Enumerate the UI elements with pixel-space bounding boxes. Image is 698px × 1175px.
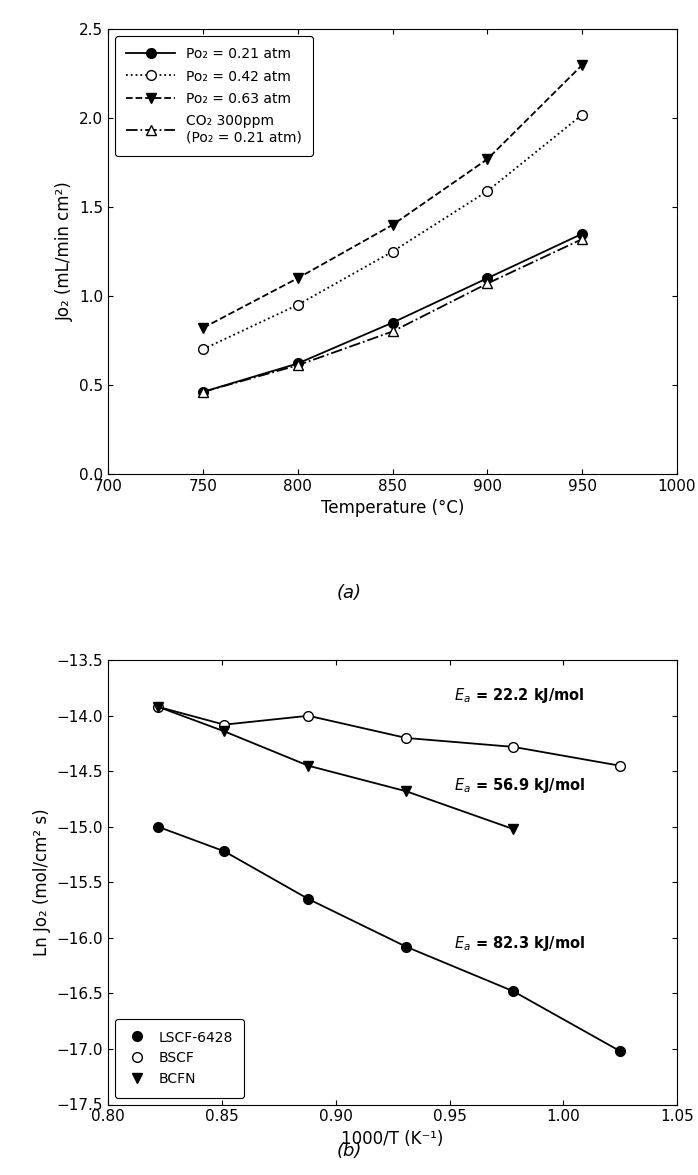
Text: $\mathbf{\mathit{E}}$$_a$ = 22.2 kJ/mol: $\mathbf{\mathit{E}}$$_a$ = 22.2 kJ/mol xyxy=(454,686,585,705)
Legend: LSCF-6428, BSCF, BCFN: LSCF-6428, BSCF, BCFN xyxy=(115,1020,244,1097)
X-axis label: 1000/T (K⁻¹): 1000/T (K⁻¹) xyxy=(341,1130,444,1148)
Text: (b): (b) xyxy=(336,1142,362,1161)
Y-axis label: Ln Jo₂ (mol/cm² s): Ln Jo₂ (mol/cm² s) xyxy=(33,808,51,956)
Text: (a): (a) xyxy=(336,584,362,603)
Text: $\mathbf{\mathit{E}}$$_a$ = 82.3 kJ/mol: $\mathbf{\mathit{E}}$$_a$ = 82.3 kJ/mol xyxy=(454,934,586,953)
Text: $\mathbf{\mathit{E}}$$_a$ = 56.9 kJ/mol: $\mathbf{\mathit{E}}$$_a$ = 56.9 kJ/mol xyxy=(454,777,586,795)
Y-axis label: Jo₂ (mL/min cm²): Jo₂ (mL/min cm²) xyxy=(56,182,74,322)
X-axis label: Temperature (°C): Temperature (°C) xyxy=(321,499,464,517)
Legend: Po₂ = 0.21 atm, Po₂ = 0.42 atm, Po₂ = 0.63 atm, CO₂ 300ppm
(Po₂ = 0.21 atm): Po₂ = 0.21 atm, Po₂ = 0.42 atm, Po₂ = 0.… xyxy=(115,36,313,156)
